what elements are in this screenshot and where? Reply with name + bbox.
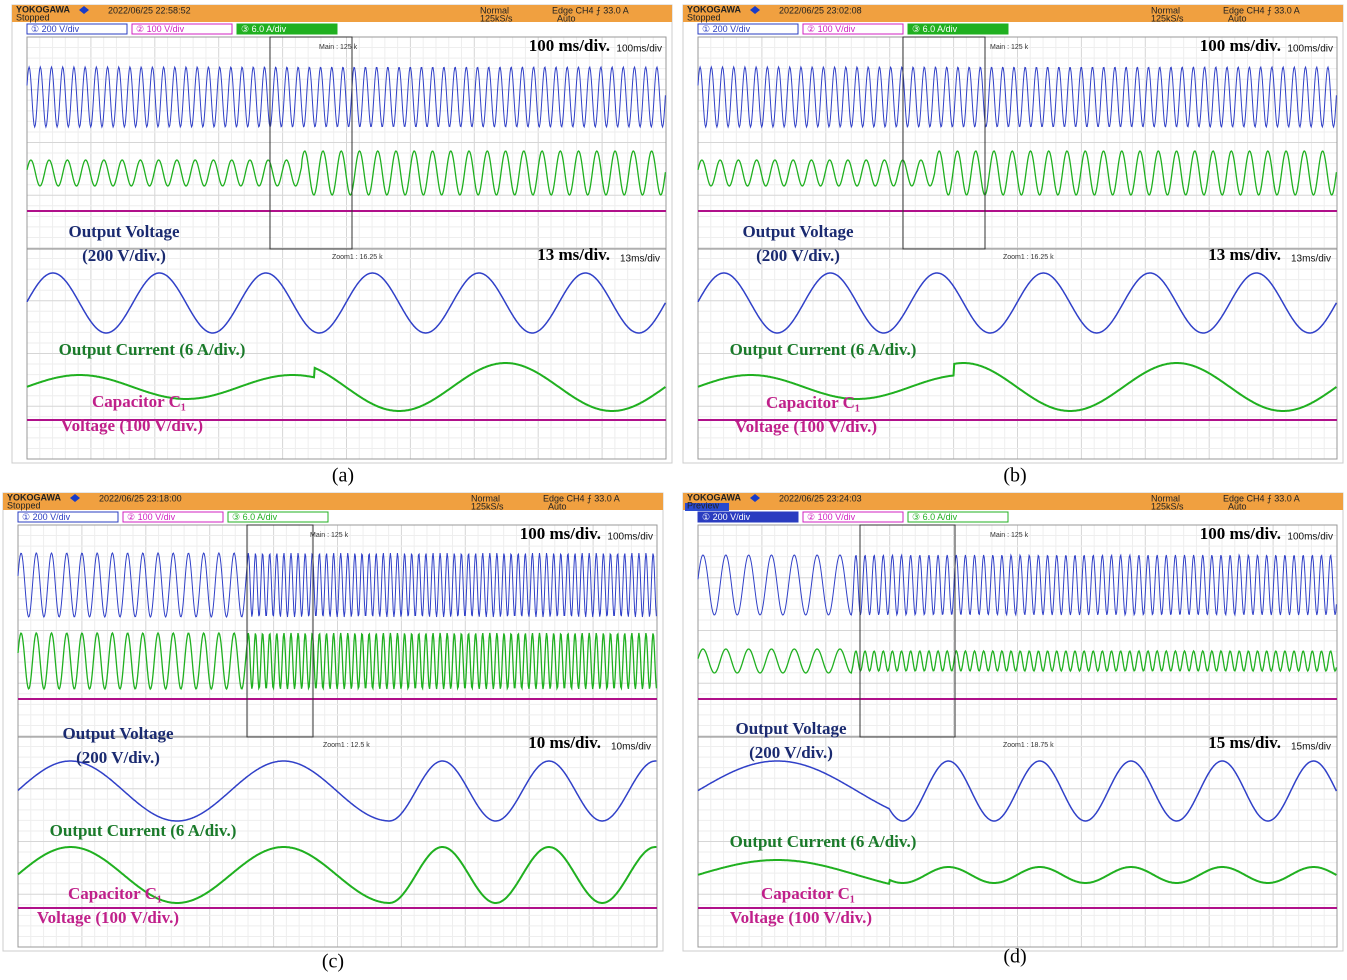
sample-rate: 125kS/s [471,501,504,511]
main-scale: 100ms/div [1287,532,1333,543]
zoom-annotation: 13 ms/div. [1208,245,1281,264]
voltage-scale: (200 V/div.) [749,743,833,762]
voltage-label: Output Voltage [69,222,180,241]
panel-caption: (c) [322,951,344,973]
main-annotation: 100 ms/div. [1200,524,1281,543]
main-annotation: 100 ms/div. [529,36,610,55]
zoom-scale: 10ms/div [611,742,651,753]
voltage-scale: (200 V/div.) [76,748,160,767]
zoom-annotation: 15 ms/div. [1208,733,1281,752]
voltage-label: Output Voltage [63,724,174,743]
current-label: Output Current (6 A/div.) [50,821,237,840]
main-scale: 100ms/div [616,44,662,55]
channel-scale: ③ 6.0 A/div [241,24,287,34]
trigger-mode: Auto [548,501,567,511]
datetime: 2022/06/25 23:18:00 [99,493,182,503]
channel-scale: ③ 6.0 A/div [232,512,278,522]
channel-scale: ③ 6.0 A/div [912,512,958,522]
panel-caption: (a) [332,465,354,487]
status: Preview [687,500,720,510]
trigger-mode: Auto [1228,13,1247,23]
figure: YOKOGAWAStopped2022/06/25 22:58:52Normal… [0,0,1347,980]
voltage-scale: (200 V/div.) [82,246,166,265]
main-scale: 100ms/div [1287,44,1333,55]
datetime: 2022/06/25 23:02:08 [779,5,862,15]
voltage-scale: (200 V/div.) [756,246,840,265]
current-label: Output Current (6 A/div.) [730,832,917,851]
zoom-annotation: 13 ms/div. [537,245,610,264]
channel-scale: ② 100 V/div [127,512,176,522]
trigger-mode: Auto [1228,501,1247,511]
capacitor-label: Capacitor C₁ [766,393,860,412]
sample-rate: 125kS/s [1151,501,1184,511]
channel-scale: ② 100 V/div [807,24,856,34]
main-annotation: 100 ms/div. [1200,36,1281,55]
channel-scale: ③ 6.0 A/div [912,24,958,34]
voltage-label: Output Voltage [743,222,854,241]
zoom-setting: Zoom1 : 16.25 k [1003,254,1054,261]
sample-rate: 125kS/s [480,13,513,23]
main-setting: Main : 125 k [319,44,358,51]
trigger-mode: Auto [557,13,576,23]
main-scale: 100ms/div [607,532,653,543]
voltage-label: Output Voltage [736,719,847,738]
channel-scale: ① 200 V/div [31,24,80,34]
capacitor-label: Capacitor C₁ [761,884,855,903]
current-label: Output Current (6 A/div.) [730,340,917,359]
capacitor-scale: Voltage (100 V/div.) [735,417,877,436]
capacitor-label: Capacitor C₁ [68,884,162,903]
main-setting: Main : 125 k [990,44,1029,51]
status: Stopped [687,12,721,22]
sample-rate: 125kS/s [1151,13,1184,23]
capacitor-scale: Voltage (100 V/div.) [730,908,872,927]
main-annotation: 100 ms/div. [520,524,601,543]
main-setting: Main : 125 k [990,532,1029,539]
panel-caption: (b) [1003,465,1026,487]
zoom-scale: 15ms/div [1291,742,1331,753]
channel-scale: ② 100 V/div [136,24,185,34]
zoom-annotation: 10 ms/div. [528,733,601,752]
panel-caption: (d) [1003,946,1026,968]
zoom-scale: 13ms/div [1291,254,1331,265]
current-label: Output Current (6 A/div.) [59,340,246,359]
status: Stopped [16,12,50,22]
channel-scale: ① 200 V/div [702,512,751,522]
main-setting: Main : 125 k [310,532,349,539]
zoom-setting: Zoom1 : 18.75 k [1003,742,1054,749]
channel-scale: ① 200 V/div [702,24,751,34]
status: Stopped [7,500,41,510]
capacitor-scale: Voltage (100 V/div.) [37,908,179,927]
zoom-scale: 13ms/div [620,254,660,265]
zoom-setting: Zoom1 : 16.25 k [332,254,383,261]
channel-scale: ② 100 V/div [807,512,856,522]
scope-panel: YOKOGAWAPreview2022/06/25 23:24:03Normal… [683,492,1343,951]
datetime: 2022/06/25 22:58:52 [108,5,191,15]
datetime: 2022/06/25 23:24:03 [779,493,862,503]
capacitor-label: Capacitor C₁ [92,392,186,411]
capacitor-scale: Voltage (100 V/div.) [61,416,203,435]
zoom-setting: Zoom1 : 12.5 k [323,742,370,749]
channel-scale: ① 200 V/div [22,512,71,522]
